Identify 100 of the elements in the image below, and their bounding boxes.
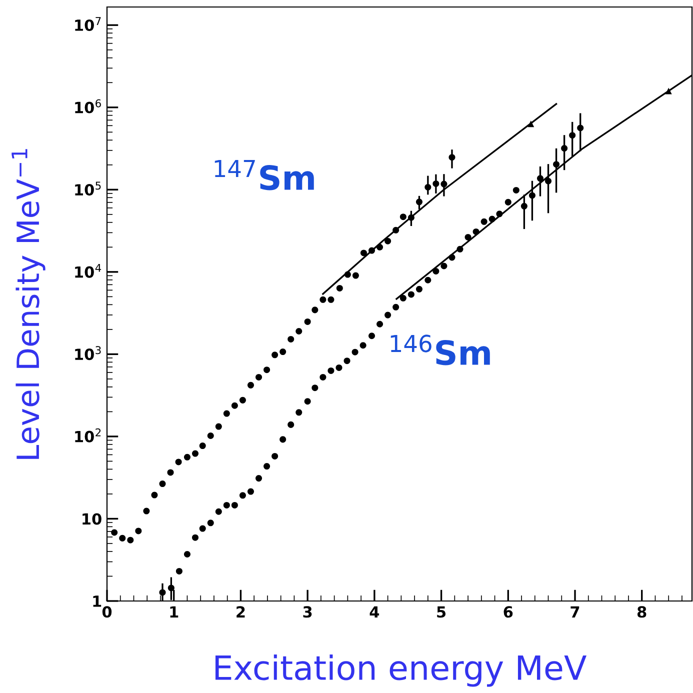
point <box>192 534 199 541</box>
point <box>400 214 406 220</box>
point <box>168 584 174 592</box>
point <box>360 342 366 349</box>
point <box>528 120 534 128</box>
point <box>296 409 302 416</box>
point <box>336 284 343 292</box>
point <box>312 306 318 314</box>
annotation: $^{146}$Sm <box>390 334 490 366</box>
point <box>400 294 406 302</box>
x-tick-label: 2 <box>236 606 245 618</box>
point <box>577 124 584 132</box>
point <box>545 178 552 184</box>
point <box>352 272 359 279</box>
point <box>127 536 134 544</box>
point <box>199 442 206 450</box>
point <box>288 421 294 428</box>
x-tick-label: 0 <box>102 606 112 618</box>
point <box>456 246 464 252</box>
point <box>223 502 230 508</box>
point <box>159 480 166 488</box>
point <box>536 175 544 182</box>
point <box>175 458 182 466</box>
y-tick-label: 10$^{6}$ <box>75 99 101 114</box>
point <box>184 454 190 460</box>
point <box>432 180 440 187</box>
point <box>416 286 422 292</box>
point <box>184 550 190 558</box>
point <box>304 398 311 405</box>
point <box>215 423 222 430</box>
point <box>256 475 262 482</box>
point <box>264 463 270 470</box>
point <box>199 525 206 532</box>
point <box>384 238 392 244</box>
point <box>247 382 254 388</box>
point <box>328 367 334 374</box>
point <box>159 589 166 596</box>
point <box>368 332 376 340</box>
point <box>488 216 496 222</box>
point <box>344 358 350 364</box>
point <box>264 366 270 374</box>
point <box>143 508 150 514</box>
point <box>239 396 246 404</box>
point <box>280 348 286 356</box>
point <box>448 154 456 161</box>
x-tick-label: 5 <box>437 606 446 618</box>
point <box>336 364 342 371</box>
x-tick-label: 8 <box>637 606 646 618</box>
point <box>151 492 158 498</box>
point <box>272 352 278 358</box>
x-tick-label: 1 <box>170 606 178 618</box>
y-tick-label: 10$^{2}$ <box>75 428 101 442</box>
point <box>464 234 472 240</box>
point <box>384 312 392 318</box>
point <box>296 328 302 335</box>
point <box>207 520 214 526</box>
point <box>448 254 456 261</box>
point <box>569 132 576 139</box>
point <box>376 244 384 250</box>
point <box>239 492 246 499</box>
point <box>288 336 294 342</box>
point <box>553 161 560 168</box>
point <box>304 318 311 325</box>
point <box>416 198 422 206</box>
point <box>207 432 214 440</box>
point <box>520 202 528 210</box>
y-axis-title: Level Density MeV$^{−1}$ <box>12 149 46 459</box>
point <box>432 268 440 274</box>
point <box>440 262 448 270</box>
point <box>223 410 230 417</box>
y-tick-label: 10$^{5}$ <box>75 182 101 196</box>
point <box>119 534 126 542</box>
point <box>312 384 318 392</box>
point <box>280 436 286 443</box>
point <box>392 304 400 310</box>
point <box>408 291 414 298</box>
x-tick-label: 4 <box>370 606 380 618</box>
point <box>256 374 262 380</box>
point <box>344 271 351 278</box>
point <box>496 210 503 218</box>
point <box>176 568 182 574</box>
point <box>512 186 520 194</box>
point <box>376 320 384 328</box>
point <box>135 528 142 534</box>
point <box>352 348 358 356</box>
point <box>472 228 480 235</box>
point <box>320 374 326 380</box>
x-tick-label: 3 <box>303 606 312 618</box>
point <box>247 488 254 495</box>
y-tick-label: 1 <box>93 596 102 607</box>
point <box>408 214 414 221</box>
point <box>167 469 174 476</box>
y-tick-label: 10$^{7}$ <box>75 17 101 32</box>
point <box>360 250 367 256</box>
point <box>328 296 334 303</box>
x-axis-title: Excitation energy MeV <box>215 654 586 687</box>
annotation: $^{147}$Sm <box>214 160 314 190</box>
point <box>528 192 536 199</box>
point <box>192 450 199 457</box>
point <box>480 218 488 225</box>
